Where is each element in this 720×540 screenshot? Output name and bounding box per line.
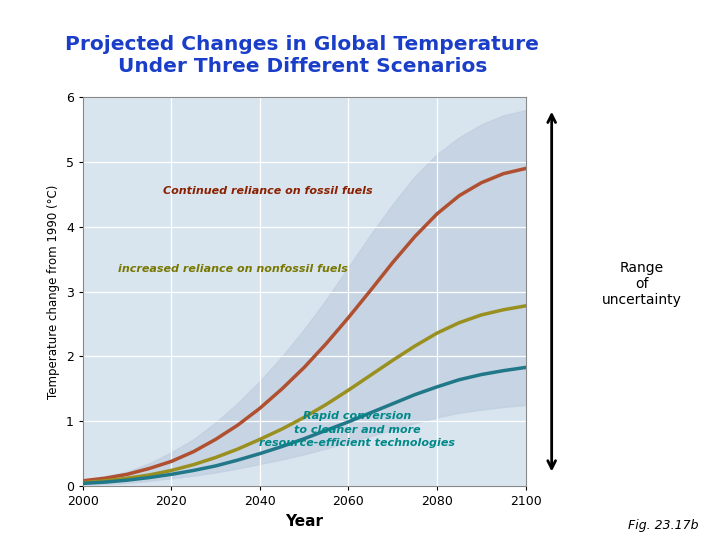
Text: increased reliance on nonfossil fuels: increased reliance on nonfossil fuels (118, 264, 348, 274)
X-axis label: Year: Year (285, 514, 323, 529)
Y-axis label: Temperature change from 1990 (°C): Temperature change from 1990 (°C) (48, 185, 60, 399)
Text: Range
of
uncertainty: Range of uncertainty (602, 261, 681, 307)
Text: Projected Changes in Global Temperature: Projected Changes in Global Temperature (66, 35, 539, 54)
Text: Rapid conversion
to cleaner and more
resource-efficient technologies: Rapid conversion to cleaner and more res… (259, 411, 455, 448)
Text: Continued reliance on fossil fuels: Continued reliance on fossil fuels (163, 186, 372, 196)
Text: Under Three Different Scenarios: Under Three Different Scenarios (117, 57, 487, 76)
Text: Fig. 23.17b: Fig. 23.17b (628, 519, 698, 532)
